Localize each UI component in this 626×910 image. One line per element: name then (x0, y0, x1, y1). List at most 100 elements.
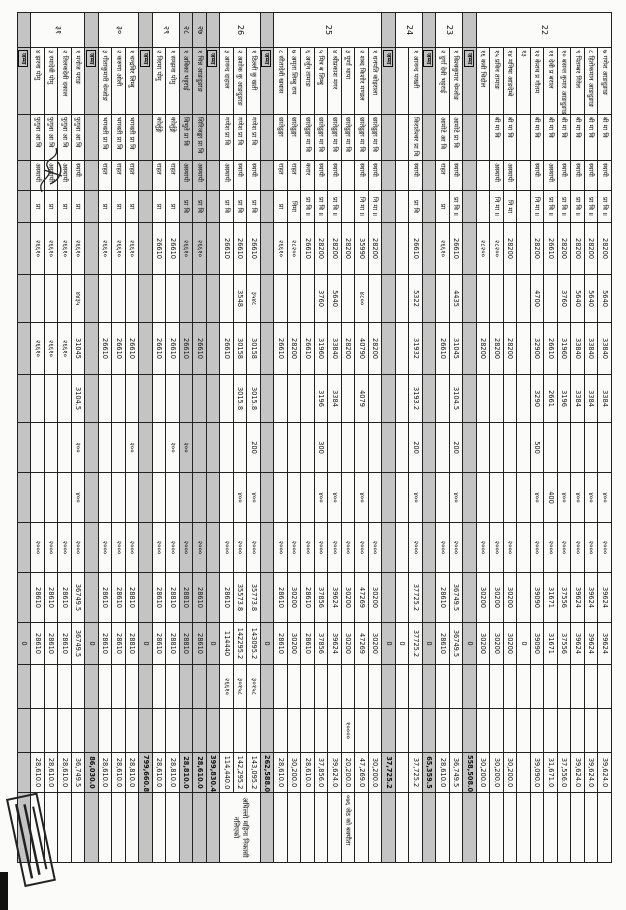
final-amount-cell: 39,624.0 (328, 752, 342, 793)
salary-cell: 28200 (571, 222, 585, 275)
subtotal-cell: 31932 (409, 322, 423, 375)
previous-amount-cell (368, 664, 382, 709)
status-cell: स्थायी (557, 160, 571, 191)
subtotal-cell: 26610 (152, 322, 166, 375)
subtotal-cell (206, 708, 220, 753)
final-amount-cell: 28,810.0 (125, 752, 139, 793)
salary-cell: 26610 (247, 222, 261, 275)
adjustment-cell (125, 708, 139, 753)
table-row: ९ पितम्बर गिरेल बी मा वि स्थायी प्रा वि ॥ 28… (571, 13, 585, 863)
monthly-total-cell: 39624 (571, 572, 585, 623)
final-amount-cell: 28,610.0 (31, 752, 45, 793)
provident-fund-cell (98, 374, 112, 423)
status-cell: स्थायी (314, 160, 328, 191)
grade-amount-cell (544, 274, 558, 323)
previous-amount-cell (98, 664, 112, 709)
subtotal-cell: 28200 (503, 322, 517, 375)
extra-allowance-cell (544, 422, 558, 473)
table-row: ६ अर्जुन तामाङ छातेढुङ्गा मा वि करार प्रा व… (301, 13, 315, 863)
level-cell (395, 190, 409, 223)
subtotal-cell (139, 522, 153, 573)
status-cell (395, 160, 409, 191)
adjustment-cell (58, 708, 72, 753)
monthly-total-cell: 37556 (557, 572, 571, 623)
monthly-total-cell: 28610 (220, 572, 234, 623)
final-amount-cell: 28,810.0 (166, 752, 180, 793)
salary-cell: 26610 (152, 222, 166, 275)
table-row: ७ अमृता लिम्बु राय छातेढुङ्गा राहत निमा २८२०… (287, 13, 301, 863)
provident-fund-cell: 3015.8 (233, 374, 247, 423)
provident-fund-cell: 3384 (584, 374, 598, 423)
period-total-cell: 39624 (328, 622, 342, 665)
remark-cell (152, 792, 166, 863)
monthly-total-cell: 30200 (287, 572, 301, 623)
subtotal-cell: 26610 (301, 322, 315, 375)
level-cell: प्रा वि ॥ (449, 190, 463, 223)
name-cell: १ चन्द्रविर लिम्बु (125, 47, 139, 115)
period-total-cell: 28610 (58, 622, 72, 665)
subtotal-cell (422, 12, 436, 48)
name-cell: ५ मित्र ब लिम्बु (314, 47, 328, 115)
adjustment-cell (584, 708, 598, 753)
subtotal-cell (260, 114, 274, 161)
subtotal-cell (422, 708, 436, 753)
remark-cell: ०७६ जेठ को बक्यौता (341, 792, 355, 863)
monthly-total-cell: 28610 (436, 572, 450, 623)
grade-amount-cell (368, 274, 382, 323)
remark-cell (598, 792, 612, 863)
allowance-cell: ४०० (409, 472, 423, 523)
adjustment-cell (517, 708, 531, 753)
grade-amount-cell (301, 274, 315, 323)
subtotal-row: जम्मा 0 65,359.5 (422, 12, 436, 863)
grade-amount-cell (58, 274, 72, 323)
extra-allowance-cell (152, 422, 166, 473)
festival-allowance-cell: २००० (490, 522, 504, 573)
subtotal-cell (260, 222, 274, 275)
final-amount-cell: 28,610.0 (436, 752, 450, 793)
subtotal-cell (463, 322, 477, 375)
allowance-cell (112, 472, 126, 523)
allowance-cell (503, 472, 517, 523)
adjustment-cell (476, 708, 490, 753)
subtotal-row: जम्मा 0 262,588.0 (260, 12, 274, 863)
table-row: २ शब्द किशोर मण्डल छातेढुङ्गा मा वि स्थायी… (355, 13, 369, 863)
salary-cell (517, 222, 531, 275)
remark-cell (517, 792, 531, 863)
subtotal-cell: 0 (463, 622, 477, 665)
provident-fund-cell: 2661 (544, 374, 558, 423)
allowance-cell (368, 472, 382, 523)
level-cell: निमा (287, 190, 301, 223)
salary-cell: 28200 (557, 222, 571, 275)
subtotal-cell (382, 664, 396, 709)
status-cell: अस्थायी (490, 160, 504, 191)
table-row: २९ १ सम्झना पोमु कोर्लुङ्गे राहत प्रा 26610 26… (152, 12, 180, 863)
allowance-cell (436, 472, 450, 523)
table-row: ११ देवी प्र बराल बी मा वि अस्थायी प्रा वि ॥… (544, 13, 558, 863)
salary-cell (395, 222, 409, 275)
subtotal-label: जम्मा (139, 50, 150, 68)
extra-allowance-cell: 200 (247, 422, 261, 473)
final-amount-cell: 30,200.0 (476, 752, 490, 793)
school-cell (476, 114, 490, 161)
subtotal-cell (139, 12, 153, 48)
adjustment-cell (368, 708, 382, 753)
festival-allowance-cell: २००० (503, 522, 517, 573)
subtotal-cell: 0 (260, 622, 274, 665)
grade-amount-cell (112, 274, 126, 323)
period-total-cell: 28810 (125, 622, 139, 665)
subtotal-cell: 32900 (530, 322, 544, 375)
provident-fund-cell (274, 374, 288, 423)
subtotal-cell (260, 522, 274, 573)
grade-amount-cell (152, 274, 166, 323)
adjustment-cell (71, 708, 85, 753)
subtotal-cell (260, 422, 274, 473)
allowance-cell (301, 472, 315, 523)
subtotal-cell (260, 664, 274, 709)
provident-fund-cell (58, 374, 72, 423)
final-amount-cell: 28,610.0 (58, 752, 72, 793)
provident-fund-cell (368, 374, 382, 423)
status-cell (341, 160, 355, 191)
level-cell: नि मा ॥ (530, 190, 544, 223)
school-cell (395, 114, 409, 161)
festival-allowance-cell: २००० (31, 522, 45, 573)
